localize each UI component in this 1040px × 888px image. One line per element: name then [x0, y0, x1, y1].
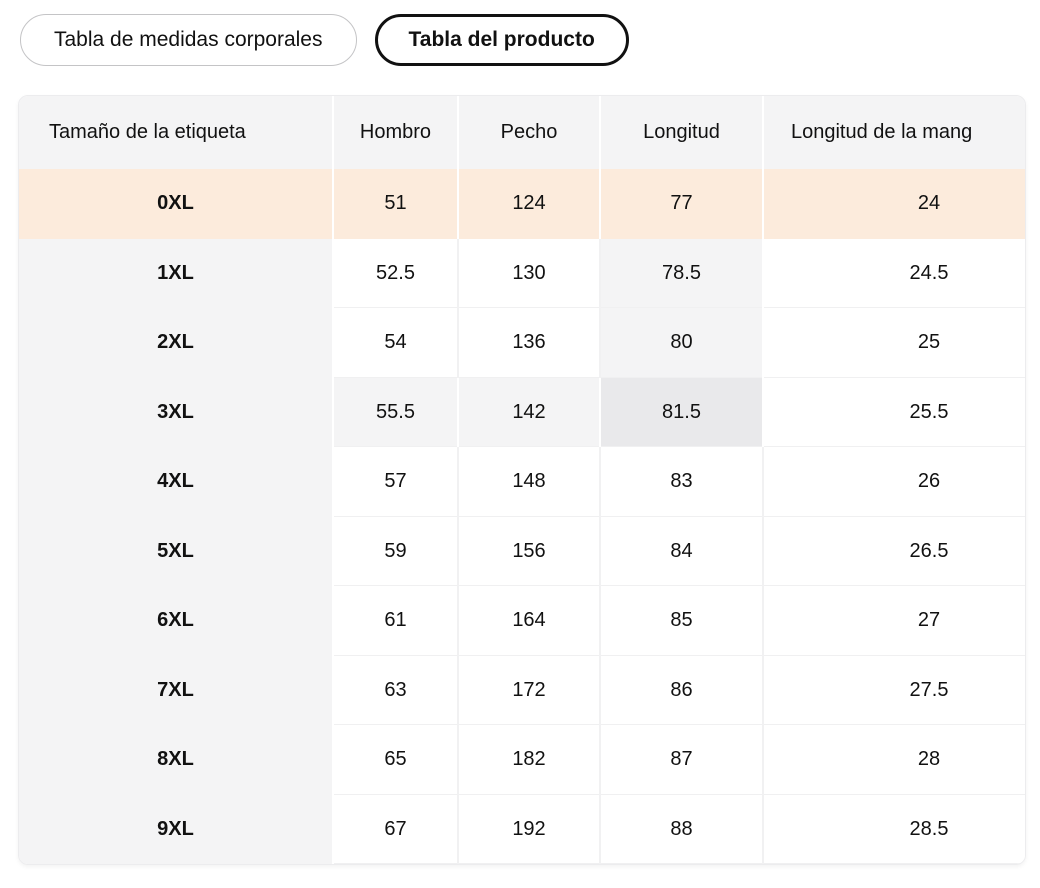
- measurement-cell[interactable]: 130: [459, 238, 601, 308]
- measurement-cell[interactable]: 88: [601, 794, 764, 864]
- size-label-cell[interactable]: 0XL: [19, 169, 334, 239]
- table-row-4xl: 4XL 57 148 83 26: [19, 447, 1025, 517]
- size-label-cell[interactable]: 7XL: [19, 655, 334, 725]
- size-label-cell[interactable]: 4XL: [19, 447, 334, 517]
- size-chart-table: Tamaño de la etiqueta Hombro Pecho Longi…: [19, 96, 1025, 864]
- measurement-cell[interactable]: 52.5: [334, 238, 459, 308]
- column-header-chest: Pecho: [459, 96, 601, 169]
- size-chart-card: Tamaño de la etiqueta Hombro Pecho Longi…: [18, 95, 1026, 865]
- table-body: 0XL 51 124 77 24 1XL 52.5 130 78.5 24.5 2XL 54 136 80…: [19, 169, 1025, 864]
- measurement-cell[interactable]: 142: [459, 377, 601, 447]
- table-row-6xl: 6XL 61 164 85 27: [19, 586, 1025, 656]
- measurement-cell[interactable]: 54: [334, 308, 459, 378]
- tab-product[interactable]: Tabla del producto: [374, 14, 629, 66]
- measurement-cell[interactable]: 65: [334, 725, 459, 795]
- table-row-5xl: 5XL 59 156 84 26.5: [19, 516, 1025, 586]
- size-label-cell[interactable]: 2XL: [19, 308, 334, 378]
- measurement-cell[interactable]: 84: [601, 516, 764, 586]
- measurement-cell[interactable]: 78.5: [601, 238, 764, 308]
- measurement-cell[interactable]: 25: [764, 308, 1025, 378]
- size-label-cell[interactable]: 6XL: [19, 586, 334, 656]
- table-row-7xl: 7XL 63 172 86 27.5: [19, 655, 1025, 725]
- size-chart-tabs: Tabla de medidas corporales Tabla del pr…: [0, 0, 1040, 66]
- measurement-cell[interactable]: 63: [334, 655, 459, 725]
- size-label-cell[interactable]: 5XL: [19, 516, 334, 586]
- measurement-cell[interactable]: 86: [601, 655, 764, 725]
- measurement-cell[interactable]: 27.5: [764, 655, 1025, 725]
- measurement-cell[interactable]: 26.5: [764, 516, 1025, 586]
- measurement-cell[interactable]: 26: [764, 447, 1025, 517]
- measurement-cell[interactable]: 164: [459, 586, 601, 656]
- measurement-cell[interactable]: 28: [764, 725, 1025, 795]
- measurement-cell[interactable]: 61: [334, 586, 459, 656]
- table-row-1xl: 1XL 52.5 130 78.5 24.5: [19, 238, 1025, 308]
- measurement-cell[interactable]: 51: [334, 169, 459, 239]
- measurement-cell[interactable]: 85: [601, 586, 764, 656]
- measurement-cell[interactable]: 156: [459, 516, 601, 586]
- measurement-cell[interactable]: 172: [459, 655, 601, 725]
- measurement-cell[interactable]: 28.5: [764, 794, 1025, 864]
- column-header-size-label: Tamaño de la etiqueta: [19, 96, 334, 169]
- measurement-cell[interactable]: 192: [459, 794, 601, 864]
- measurement-cell[interactable]: 81.5: [601, 377, 764, 447]
- measurement-cell[interactable]: 80: [601, 308, 764, 378]
- measurement-cell[interactable]: 67: [334, 794, 459, 864]
- measurement-cell[interactable]: 124: [459, 169, 601, 239]
- table-row-2xl: 2XL 54 136 80 25: [19, 308, 1025, 378]
- measurement-cell[interactable]: 24.5: [764, 238, 1025, 308]
- measurement-cell[interactable]: 83: [601, 447, 764, 517]
- measurement-cell[interactable]: 87: [601, 725, 764, 795]
- column-header-sleeve-length: Longitud de la mang: [764, 96, 1025, 169]
- column-header-shoulder: Hombro: [334, 96, 459, 169]
- table-row-8xl: 8XL 65 182 87 28: [19, 725, 1025, 795]
- measurement-cell[interactable]: 182: [459, 725, 601, 795]
- measurement-cell[interactable]: 24: [764, 169, 1025, 239]
- size-label-cell[interactable]: 9XL: [19, 794, 334, 864]
- measurement-cell[interactable]: 148: [459, 447, 601, 517]
- tab-body-measurements[interactable]: Tabla de medidas corporales: [20, 14, 357, 66]
- measurement-cell[interactable]: 77: [601, 169, 764, 239]
- table-row-3xl: 3XL 55.5 142 81.5 25.5: [19, 377, 1025, 447]
- size-label-cell[interactable]: 8XL: [19, 725, 334, 795]
- table-row-9xl: 9XL 67 192 88 28.5: [19, 794, 1025, 864]
- measurement-cell[interactable]: 27: [764, 586, 1025, 656]
- measurement-cell[interactable]: 55.5: [334, 377, 459, 447]
- header-row: Tamaño de la etiqueta Hombro Pecho Longi…: [19, 96, 1025, 169]
- size-label-cell[interactable]: 3XL: [19, 377, 334, 447]
- measurement-cell[interactable]: 59: [334, 516, 459, 586]
- table-row-0xl: 0XL 51 124 77 24: [19, 169, 1025, 239]
- size-label-cell[interactable]: 1XL: [19, 238, 334, 308]
- column-header-length: Longitud: [601, 96, 764, 169]
- measurement-cell[interactable]: 25.5: [764, 377, 1025, 447]
- measurement-cell[interactable]: 136: [459, 308, 601, 378]
- measurement-cell[interactable]: 57: [334, 447, 459, 517]
